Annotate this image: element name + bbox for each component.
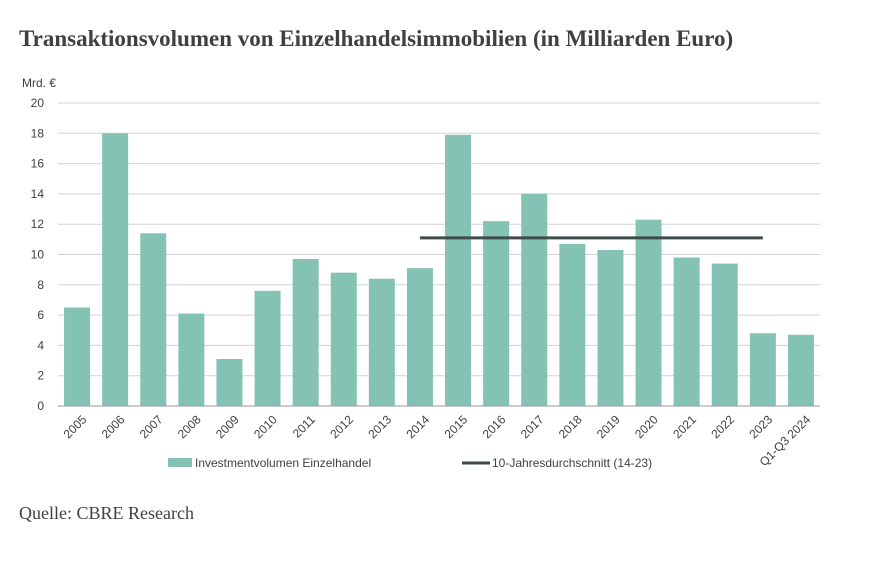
bar <box>635 219 662 406</box>
bar <box>673 257 700 406</box>
legend-label-average: 10-Jahresdurchschnitt (14-23) <box>492 456 652 470</box>
y-tick-label: 12 <box>31 217 45 231</box>
x-tick-label: 2006 <box>99 412 128 441</box>
y-axis-unit-label: Mrd. € <box>22 76 56 90</box>
y-tick-label: 8 <box>37 278 44 292</box>
x-tick-label: 2008 <box>175 412 204 441</box>
bar <box>330 272 357 406</box>
x-tick-label: 2018 <box>556 412 585 441</box>
bar <box>140 233 167 406</box>
x-tick-label: 2016 <box>480 412 509 441</box>
x-tick-label: 2009 <box>213 412 242 441</box>
bar <box>216 359 243 406</box>
y-tick-label: 20 <box>31 96 45 110</box>
bar <box>749 333 776 406</box>
x-tick-label: 2017 <box>518 412 547 441</box>
y-tick-label: 6 <box>37 308 44 322</box>
x-tick-label: 2007 <box>137 412 166 441</box>
bar <box>559 243 586 406</box>
x-tick-label: 2010 <box>251 412 280 441</box>
x-tick-label: 2021 <box>670 412 699 441</box>
x-tick-label: 2023 <box>746 412 775 441</box>
bar <box>521 193 548 406</box>
legend-bar-swatch <box>168 458 192 467</box>
x-tick-label: 2005 <box>61 412 90 441</box>
bar <box>178 313 205 406</box>
y-tick-label: 18 <box>31 126 45 140</box>
y-tick-label: 0 <box>37 399 44 413</box>
bar <box>102 133 129 407</box>
bar <box>406 268 433 406</box>
source-note: Quelle: CBRE Research <box>19 503 194 523</box>
bar <box>292 259 319 406</box>
y-tick-label: 10 <box>31 248 45 262</box>
x-tick-label: 2013 <box>365 412 394 441</box>
chart-title: Transaktionsvolumen von Einzelhandelsimm… <box>19 26 734 51</box>
legend-label-bars: Investmentvolumen Einzelhandel <box>195 456 371 470</box>
y-tick-label: 4 <box>37 338 44 352</box>
bar <box>64 307 91 406</box>
y-tick-label: 14 <box>31 187 45 201</box>
x-tick-label: 2011 <box>290 412 318 440</box>
x-tick-label: 2022 <box>708 412 737 441</box>
bar <box>445 134 472 406</box>
bar <box>254 290 281 406</box>
bar <box>787 334 814 406</box>
bar <box>483 221 510 406</box>
y-tick-label: 2 <box>37 369 44 383</box>
x-tick-label: 2019 <box>594 412 623 441</box>
y-tick-label: 16 <box>31 157 45 171</box>
x-tick-label: 2012 <box>327 412 356 441</box>
x-tick-label: 2020 <box>632 412 661 441</box>
bar <box>597 249 624 406</box>
bar <box>711 263 738 406</box>
x-tick-label: 2015 <box>442 412 471 441</box>
x-tick-label: 2014 <box>404 412 433 441</box>
bar <box>368 278 395 406</box>
